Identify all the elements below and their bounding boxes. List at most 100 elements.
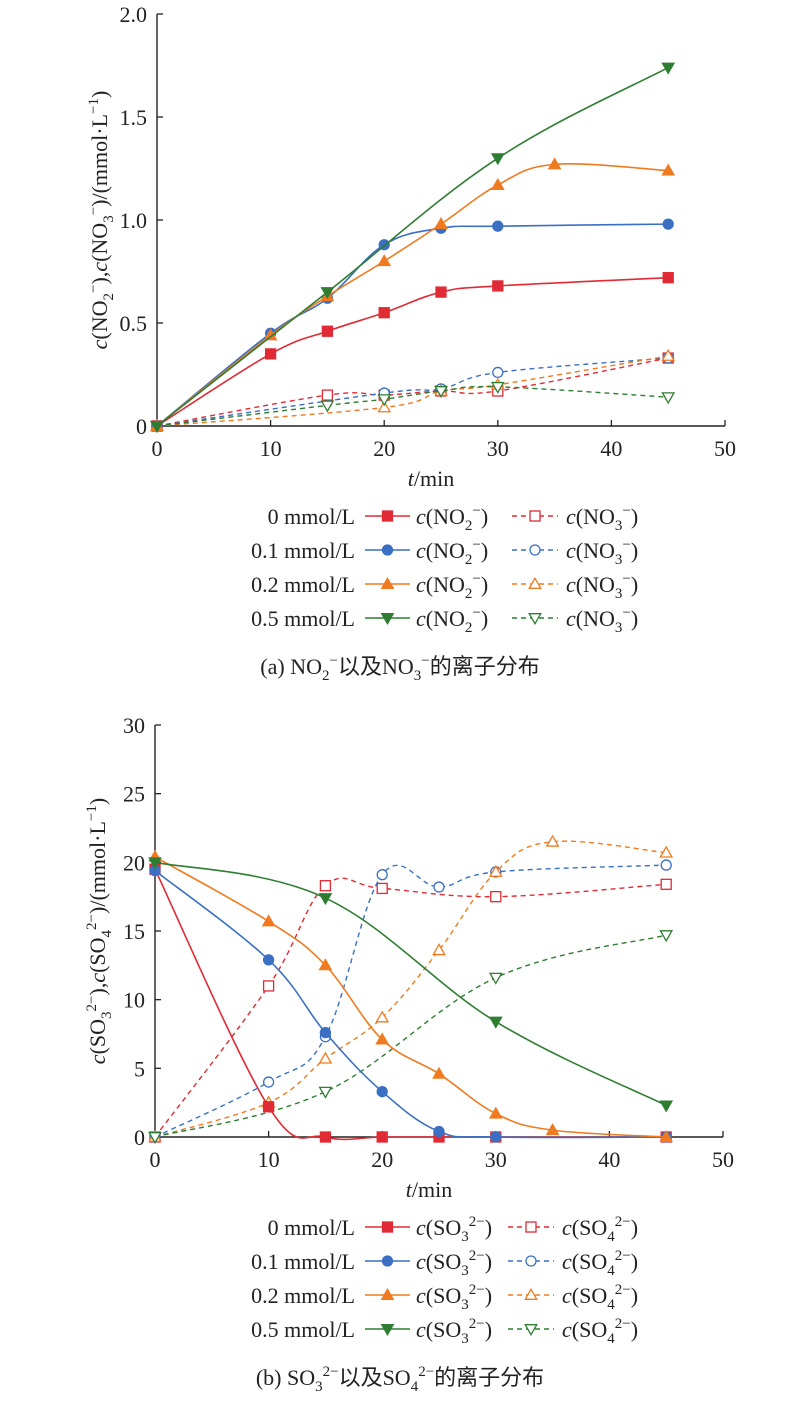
data-point <box>545 1123 560 1136</box>
data-point <box>492 220 504 232</box>
data-point <box>659 845 674 858</box>
legend-marker-solid <box>381 510 394 522</box>
data-point <box>378 307 390 319</box>
y-tick-label: 0.5 <box>120 311 148 336</box>
x-tick-label: 20 <box>373 436 395 461</box>
y-tick-label: 25 <box>123 782 145 807</box>
figure-caption: (a) NO2−​以及NO3−​的离子分布 <box>260 653 539 684</box>
legend-series-solid: c(SO32−​) <box>416 1316 492 1347</box>
y-axis-label: c(NO2−​),c(NO3−​)/(mmol·L−1​) <box>86 91 117 350</box>
data-point <box>490 1131 502 1143</box>
data-point <box>262 980 275 992</box>
data-point <box>319 1131 332 1143</box>
data-point <box>376 882 388 895</box>
data-point <box>150 421 164 434</box>
x-tick-label: 0 <box>150 1147 161 1172</box>
data-point <box>659 1100 674 1113</box>
data-point <box>321 325 334 337</box>
chart-panel-a: 0 10 20 30 40 50 0 0.5 1.0 1.5 2.0 t/min c(NO2−​),c(… <box>86 2 736 684</box>
data-point <box>488 1016 503 1029</box>
data-point <box>661 392 676 405</box>
x-tick-label: 30 <box>485 1147 507 1172</box>
legend-series-dashed: c(SO42−​) <box>562 1214 638 1245</box>
legend-label: 0.1 mmol/L <box>251 1249 355 1274</box>
data-point <box>377 400 392 413</box>
data-point <box>432 1066 446 1079</box>
x-tick-label: 0 <box>152 436 163 461</box>
data-point <box>377 394 392 407</box>
data-point <box>320 400 335 413</box>
legend-marker-dashed <box>528 613 542 626</box>
legend-marker-dashed <box>524 1287 538 1300</box>
data-point <box>661 62 676 75</box>
legend-label: 0 mmol/L <box>268 504 355 529</box>
legend-label: 0.5 mmol/L <box>251 1317 355 1342</box>
legend-series-dashed: c(SO42−​) <box>562 1316 638 1347</box>
x-tick-label: 40 <box>600 436 622 461</box>
data-point <box>662 218 674 230</box>
legend-series-dashed: c(NO3−​) <box>566 605 638 636</box>
y-tick-label: 0 <box>134 1125 145 1150</box>
legend-marker-solid <box>380 1287 395 1300</box>
legend-marker-dashed <box>529 510 541 522</box>
y-tick-label: 10 <box>123 988 145 1013</box>
data-point <box>432 943 446 956</box>
data-point <box>433 1125 445 1138</box>
legend-series-solid: c(SO32−​) <box>416 1282 492 1313</box>
legend-marker-solid <box>380 1324 395 1337</box>
data-point <box>376 1086 388 1098</box>
data-point <box>488 864 503 877</box>
data-point <box>148 1132 162 1145</box>
data-point <box>490 891 502 903</box>
series-line <box>154 934 667 1138</box>
series-line <box>156 276 669 427</box>
data-point <box>659 1129 674 1142</box>
data-point <box>659 930 674 943</box>
series-line <box>154 861 667 1107</box>
data-point <box>547 157 562 170</box>
data-point <box>488 1106 503 1119</box>
data-point <box>660 878 672 890</box>
series-line <box>156 357 669 427</box>
y-tick-label: 5 <box>134 1056 145 1081</box>
y-tick-label: 1.5 <box>120 105 148 130</box>
data-point <box>488 972 503 985</box>
data-point <box>262 954 275 966</box>
data-point <box>262 1101 275 1113</box>
legend-marker-solid <box>381 1255 394 1267</box>
y-tick-label: 20 <box>123 850 145 875</box>
y-tick-label: 0 <box>136 414 147 439</box>
legend-label: 0 mmol/L <box>268 1215 355 1240</box>
series-line <box>154 868 667 1141</box>
data-point <box>492 280 504 292</box>
data-point <box>318 1051 333 1064</box>
data-point <box>490 177 505 190</box>
data-point <box>490 153 505 166</box>
series-line <box>154 840 667 1138</box>
data-point <box>375 1010 390 1023</box>
x-tick-label: 10 <box>258 1147 280 1172</box>
data-point <box>262 1076 275 1088</box>
data-point <box>662 272 674 284</box>
data-point <box>320 287 335 300</box>
x-axis-label: t/min <box>406 1177 452 1202</box>
data-point <box>492 366 504 379</box>
data-point <box>435 286 447 298</box>
series-line <box>156 223 669 427</box>
legend-series-solid: c(SO32−​) <box>416 1248 492 1279</box>
data-point <box>318 958 333 971</box>
data-point <box>264 348 277 360</box>
data-point <box>318 893 333 906</box>
series-line <box>156 66 669 427</box>
legend-series-dashed: c(NO3−​) <box>566 537 638 568</box>
data-point <box>148 857 162 870</box>
series-line <box>156 385 669 427</box>
x-tick-label: 40 <box>598 1147 620 1172</box>
figure-caption: (b) SO32−​以及SO42−​的离子分布 <box>256 1364 544 1395</box>
legend-label: 0.5 mmol/L <box>251 606 355 631</box>
data-point <box>545 834 560 847</box>
series-line <box>154 869 667 1139</box>
data-point <box>376 869 388 881</box>
data-point <box>490 381 505 394</box>
